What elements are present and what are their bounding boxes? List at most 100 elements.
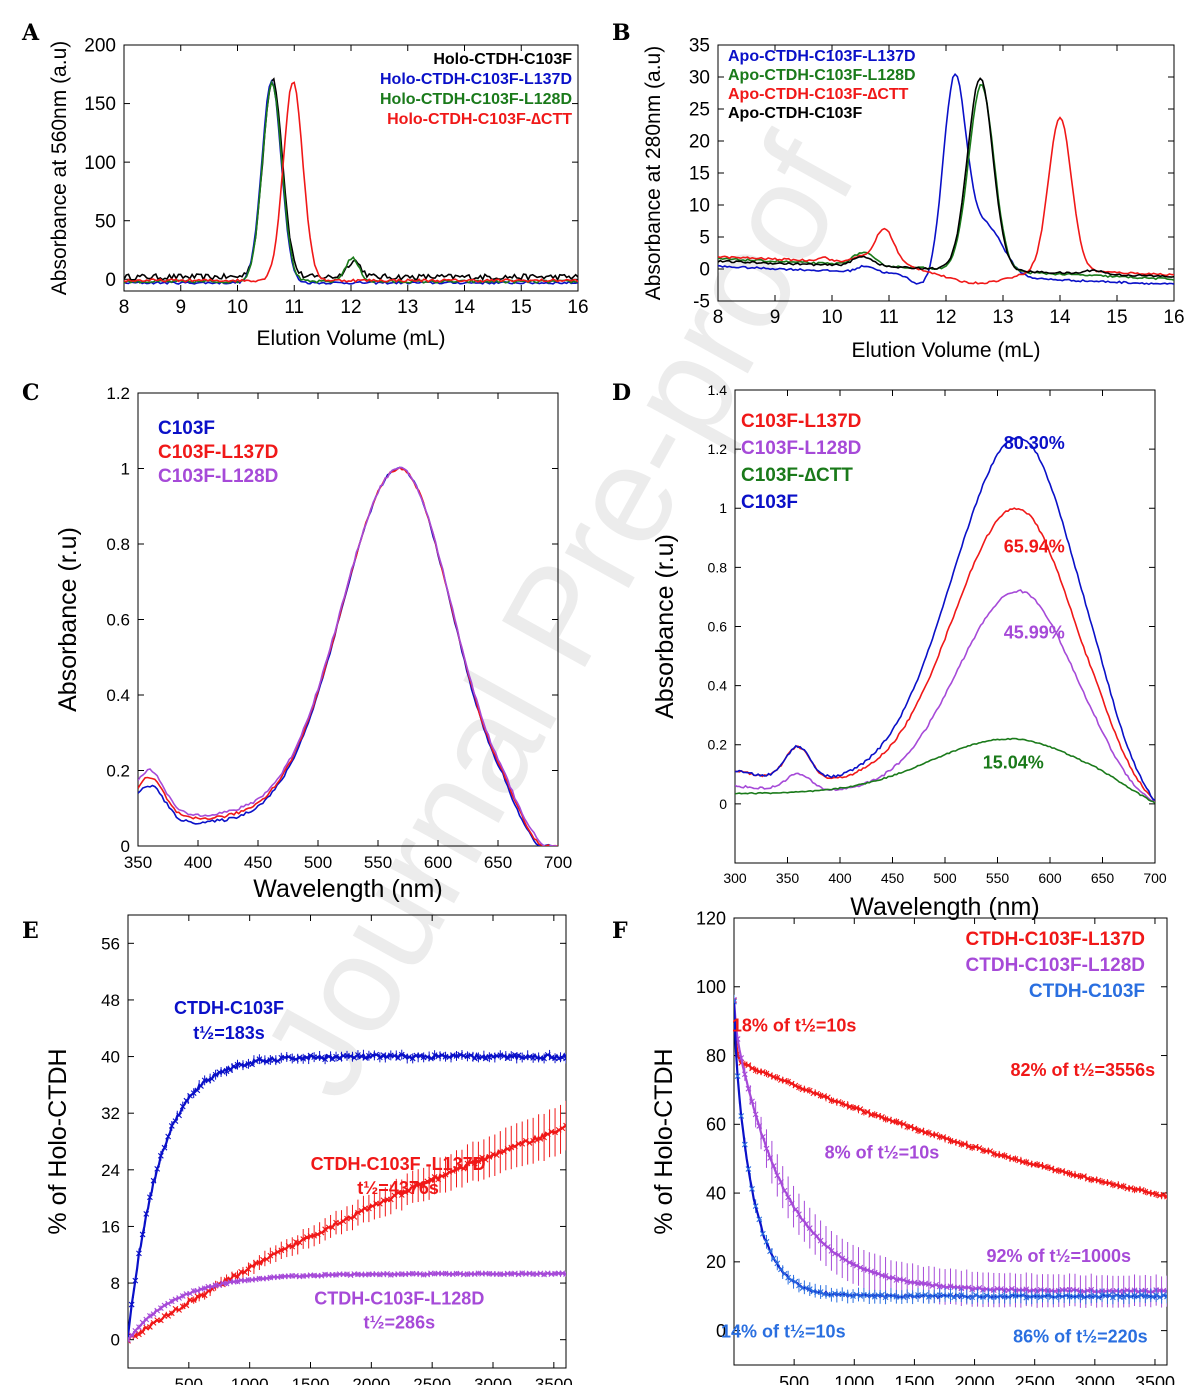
x-tick-label: 350	[124, 853, 152, 872]
data-point	[139, 1329, 146, 1335]
series-line	[138, 466, 558, 846]
data-point	[205, 1077, 212, 1084]
annotation: 14% of t½=10s	[721, 1321, 846, 1341]
data-point	[395, 1189, 401, 1196]
data-point	[329, 1224, 336, 1231]
data-point	[471, 1160, 478, 1167]
data-point	[767, 1072, 773, 1079]
data-point	[172, 1296, 179, 1303]
data-point	[223, 1068, 230, 1075]
data-point	[391, 1052, 398, 1059]
data-point	[139, 1231, 146, 1238]
data-point	[457, 1051, 464, 1058]
y-tick-label: 1.2	[106, 384, 130, 403]
data-point	[738, 1055, 745, 1061]
annotation: CTDH-C103F-L128D	[314, 1288, 484, 1308]
x-tick-label: 3000	[474, 1375, 512, 1385]
data-point	[442, 1171, 449, 1178]
data-point	[767, 1248, 773, 1255]
data-point	[882, 1294, 889, 1301]
data-point	[179, 1303, 186, 1310]
data-point	[176, 1295, 182, 1301]
x-tick-label: 650	[484, 853, 512, 872]
legend-entry: C103F	[741, 492, 798, 513]
x-tick-label: 500	[175, 1375, 203, 1385]
data-point	[850, 1293, 856, 1299]
data-point	[846, 1259, 853, 1266]
x-tick-label: 600	[424, 853, 452, 872]
data-point	[424, 1054, 431, 1060]
x-tick-label: 12	[340, 297, 361, 318]
legend-entry: C103F-L128D	[741, 438, 861, 459]
panel-letter: C	[22, 380, 40, 406]
series-line	[124, 77, 578, 282]
data-point	[161, 1302, 168, 1309]
data-point	[1160, 1292, 1167, 1299]
x-tick-label: 1500	[292, 1375, 330, 1385]
data-point	[1059, 1293, 1066, 1300]
series-c103f	[735, 436, 1155, 801]
x-tick-label: 600	[1038, 870, 1062, 886]
data-point	[817, 1289, 824, 1295]
data-point	[263, 1058, 270, 1065]
x-tick-label: 500	[779, 1373, 809, 1385]
series-ctdh-c103f-l128d	[734, 996, 1167, 1308]
data-point	[194, 1287, 201, 1294]
y-tick-label: 200	[84, 36, 116, 57]
x-tick-label: 16	[1163, 307, 1184, 328]
data-point	[165, 1312, 172, 1319]
data-point	[1059, 1168, 1066, 1174]
x-tick-label: 3500	[1135, 1373, 1175, 1385]
x-tick-label: 700	[544, 853, 572, 872]
data-point	[987, 1148, 994, 1154]
y-tick-label: 15	[689, 164, 710, 185]
data-point	[796, 1282, 802, 1289]
data-point	[785, 1274, 792, 1281]
data-point	[482, 1156, 489, 1163]
x-tick-label: 12	[935, 307, 956, 328]
data-point	[1106, 1292, 1113, 1299]
data-point	[933, 1281, 939, 1288]
data-point	[187, 1290, 193, 1297]
data-point	[504, 1146, 511, 1152]
data-point	[868, 1268, 875, 1275]
y-tick-label: 0.4	[708, 678, 728, 694]
data-point	[274, 1248, 281, 1255]
data-point	[555, 1126, 562, 1133]
legend-entry: Apo-CTDH-C103F	[728, 105, 862, 122]
panel-c: C 350 400 450 500 550 600 650 700 0 0.2 0.4 0.6 0.8 1 1…	[22, 380, 572, 903]
data-point	[749, 1098, 755, 1105]
data-point	[322, 1056, 328, 1063]
data-point	[749, 1185, 755, 1192]
data-point	[1164, 1293, 1167, 1300]
data-point	[1095, 1294, 1102, 1301]
legend-entry: C103F-L137D	[741, 411, 861, 432]
data-point	[990, 1150, 997, 1157]
data-point	[165, 1300, 172, 1307]
data-point	[1077, 1292, 1084, 1299]
x-tick-label: 15	[511, 297, 532, 318]
data-point	[252, 1058, 259, 1065]
data-point	[1016, 1157, 1022, 1164]
annotation: 8% of t½=10s	[825, 1143, 940, 1163]
plot-area	[735, 436, 1155, 804]
data-point	[1052, 1294, 1059, 1300]
data-point	[234, 1278, 241, 1285]
data-point	[781, 1187, 788, 1194]
data-point	[501, 1148, 507, 1155]
annotation: CTDH-C103F -L137D	[311, 1154, 486, 1174]
data-point	[391, 1192, 398, 1199]
data-point	[318, 1054, 325, 1061]
data-point	[285, 1053, 292, 1060]
data-point	[479, 1054, 485, 1060]
data-point	[278, 1247, 285, 1254]
y-tick-label: 0	[105, 270, 116, 291]
data-point	[322, 1226, 328, 1233]
data-point	[911, 1125, 918, 1132]
x-tick-label: 400	[184, 853, 212, 872]
series-apo-ctdh-c103f-l137d	[718, 72, 1174, 286]
data-point	[515, 1052, 522, 1059]
data-point	[879, 1291, 885, 1298]
y-axis-title: Absorbance at 560nm (a.u)	[48, 41, 71, 295]
data-point	[929, 1282, 936, 1289]
